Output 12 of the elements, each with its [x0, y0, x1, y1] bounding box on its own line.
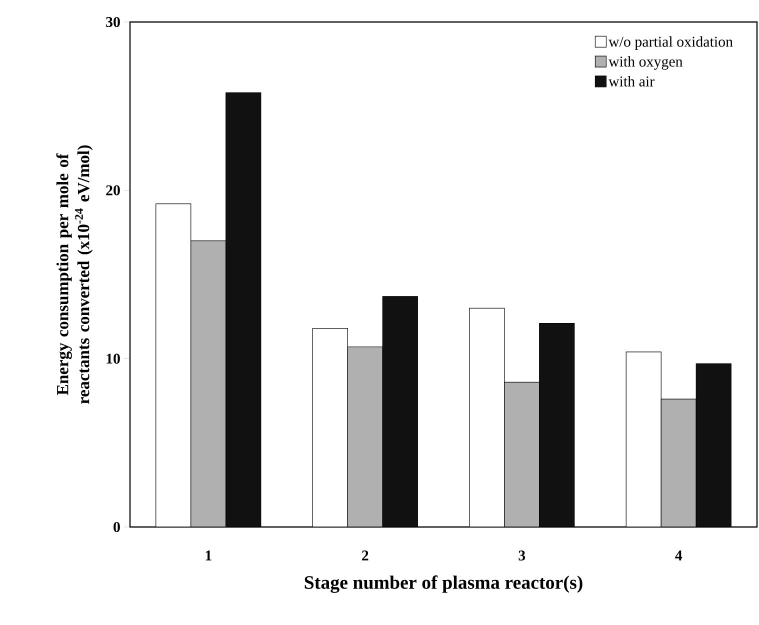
legend-label: w/o partial oxidation	[608, 36, 733, 50]
x-tick-label: 4	[675, 550, 682, 560]
y-tick-label: 10	[106, 354, 120, 364]
legend-label: with oxygen	[608, 56, 683, 70]
x-tick-label: 3	[518, 550, 526, 561]
y-tick-label: 30	[106, 16, 120, 28]
x-axis-title: Stage number of plasma reactor(s)	[304, 575, 582, 593]
x-tick-label: 2	[362, 550, 368, 560]
y-tick-label: 20	[106, 185, 120, 196]
legend-label: with air	[608, 76, 654, 86]
y-tick-label: 0	[114, 522, 120, 532]
x-tick-label: 1	[206, 550, 212, 560]
